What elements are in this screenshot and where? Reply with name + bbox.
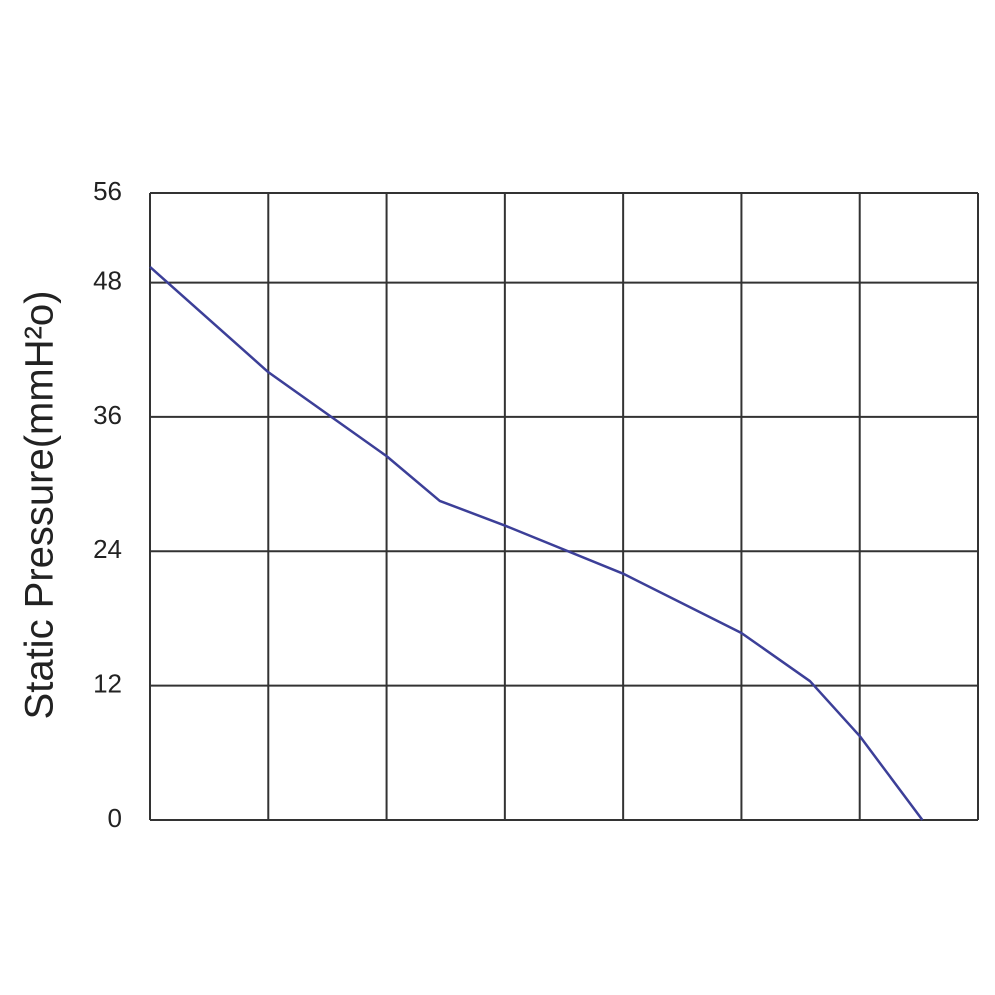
y-tick-label: 12: [93, 669, 122, 699]
y-tick-label: 48: [93, 265, 122, 295]
y-tick-label: 56: [93, 176, 122, 206]
y-axis-label: Static Pressure(mmH²o): [18, 291, 62, 720]
y-tick-label: 36: [93, 400, 122, 430]
y-tick-label: 24: [93, 534, 122, 564]
y-tick-label: 0: [108, 803, 122, 833]
line: [149, 265, 924, 821]
